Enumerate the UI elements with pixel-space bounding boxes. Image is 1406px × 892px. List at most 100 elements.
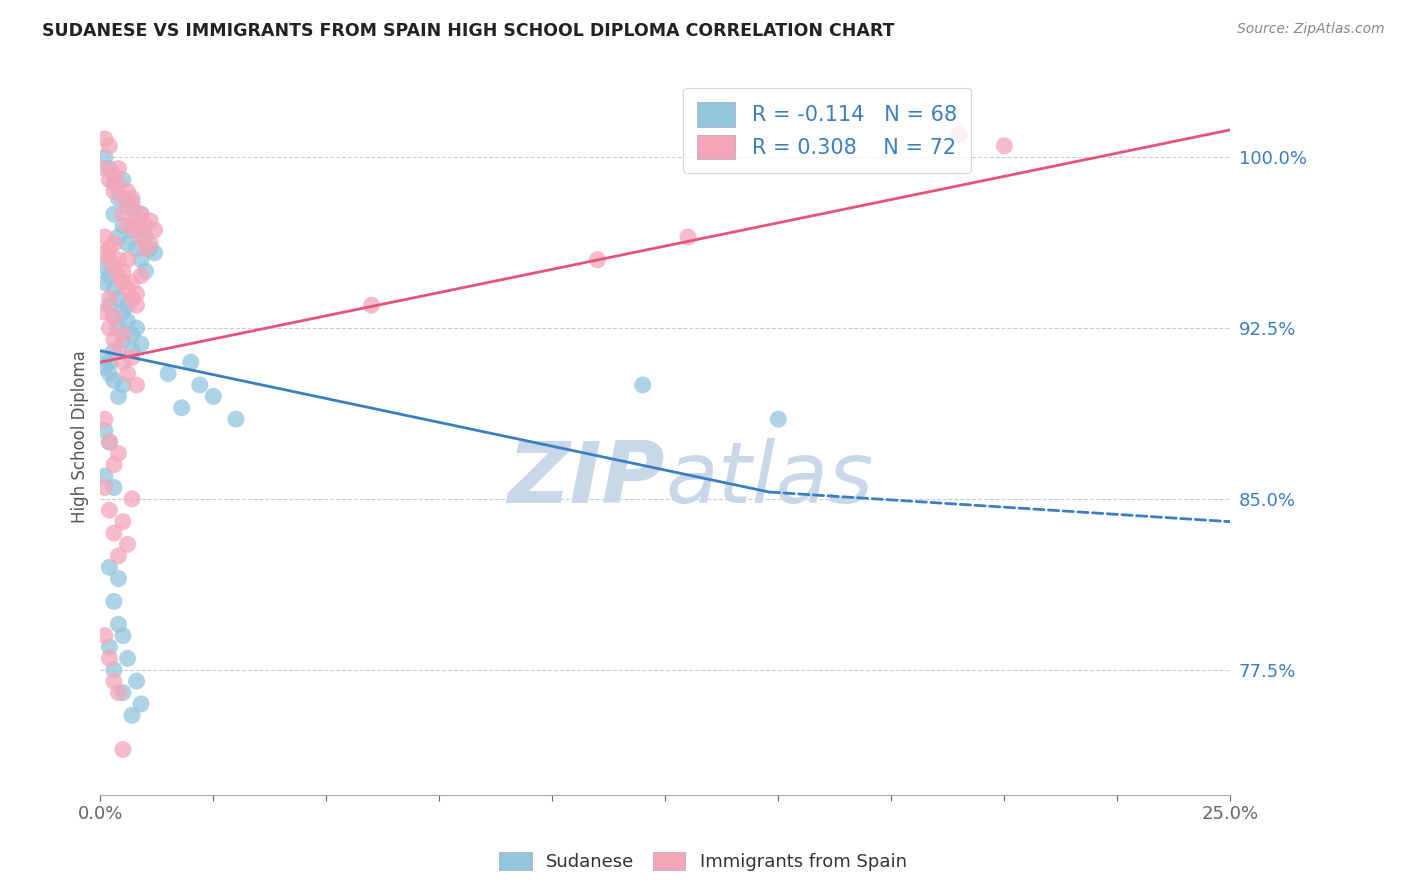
Point — [98, 292, 121, 306]
Point — [94, 230, 117, 244]
Point — [111, 355, 134, 369]
Point — [103, 663, 125, 677]
Point — [121, 708, 143, 723]
Point — [121, 195, 143, 210]
Point — [125, 321, 148, 335]
Point — [94, 132, 117, 146]
Point — [98, 434, 121, 449]
Y-axis label: High School Diploma: High School Diploma — [72, 350, 89, 523]
Point — [111, 305, 134, 319]
Point — [98, 355, 121, 369]
Point — [103, 185, 125, 199]
Point — [111, 264, 134, 278]
Point — [98, 560, 121, 574]
Point — [117, 298, 139, 312]
Point — [111, 219, 134, 233]
Point — [98, 434, 121, 449]
Point — [117, 282, 139, 296]
Point — [948, 128, 970, 142]
Point — [94, 276, 117, 290]
Point — [103, 343, 125, 358]
Point — [125, 241, 148, 255]
Point — [129, 230, 152, 244]
Point — [129, 268, 152, 283]
Point — [107, 178, 129, 192]
Point — [121, 343, 143, 358]
Point — [117, 651, 139, 665]
Point — [676, 230, 699, 244]
Point — [157, 367, 180, 381]
Point — [98, 651, 121, 665]
Point — [103, 236, 125, 251]
Point — [111, 173, 134, 187]
Point — [188, 378, 211, 392]
Point — [103, 526, 125, 541]
Point — [117, 367, 139, 381]
Point — [121, 223, 143, 237]
Point — [103, 207, 125, 221]
Point — [143, 223, 166, 237]
Point — [103, 178, 125, 192]
Point — [107, 685, 129, 699]
Point — [98, 138, 121, 153]
Point — [111, 207, 134, 221]
Point — [98, 173, 121, 187]
Point — [103, 260, 125, 274]
Point — [129, 252, 152, 267]
Point — [139, 214, 162, 228]
Point — [103, 674, 125, 689]
Point — [107, 549, 129, 563]
Point — [107, 161, 129, 176]
Text: Source: ZipAtlas.com: Source: ZipAtlas.com — [1237, 22, 1385, 37]
Legend: Sudanese, Immigrants from Spain: Sudanese, Immigrants from Spain — [492, 845, 914, 879]
Point — [129, 697, 152, 711]
Legend: R = -0.114   N = 68, R = 0.308    N = 72: R = -0.114 N = 68, R = 0.308 N = 72 — [683, 87, 972, 173]
Point — [139, 236, 162, 251]
Point — [117, 537, 139, 551]
Point — [103, 310, 125, 324]
Point — [125, 378, 148, 392]
Point — [98, 252, 121, 267]
Point — [94, 412, 117, 426]
Point — [117, 314, 139, 328]
Point — [125, 223, 148, 237]
Point — [135, 219, 157, 233]
Point — [107, 230, 129, 244]
Point — [107, 617, 129, 632]
Point — [121, 351, 143, 365]
Point — [103, 169, 125, 183]
Point — [98, 367, 121, 381]
Point — [768, 412, 790, 426]
Point — [103, 333, 125, 347]
Point — [125, 674, 148, 689]
Point — [121, 200, 143, 214]
Point — [111, 327, 134, 342]
Point — [586, 252, 609, 267]
Point — [135, 230, 157, 244]
Text: atlas: atlas — [665, 438, 873, 521]
Point — [225, 412, 247, 426]
Point — [129, 337, 152, 351]
Point — [94, 161, 117, 176]
Point — [111, 276, 134, 290]
Point — [135, 264, 157, 278]
Point — [94, 424, 117, 438]
Point — [107, 191, 129, 205]
Point — [360, 298, 382, 312]
Point — [121, 191, 143, 205]
Point — [107, 252, 129, 267]
Point — [125, 214, 148, 228]
Point — [103, 594, 125, 608]
Point — [135, 241, 157, 255]
Point — [103, 458, 125, 472]
Point — [107, 321, 129, 335]
Point — [631, 378, 654, 392]
Point — [111, 629, 134, 643]
Point — [94, 150, 117, 164]
Point — [107, 268, 129, 283]
Text: SUDANESE VS IMMIGRANTS FROM SPAIN HIGH SCHOOL DIPLOMA CORRELATION CHART: SUDANESE VS IMMIGRANTS FROM SPAIN HIGH S… — [42, 22, 894, 40]
Point — [103, 310, 125, 324]
Point — [98, 161, 121, 176]
Point — [125, 214, 148, 228]
Point — [993, 138, 1015, 153]
